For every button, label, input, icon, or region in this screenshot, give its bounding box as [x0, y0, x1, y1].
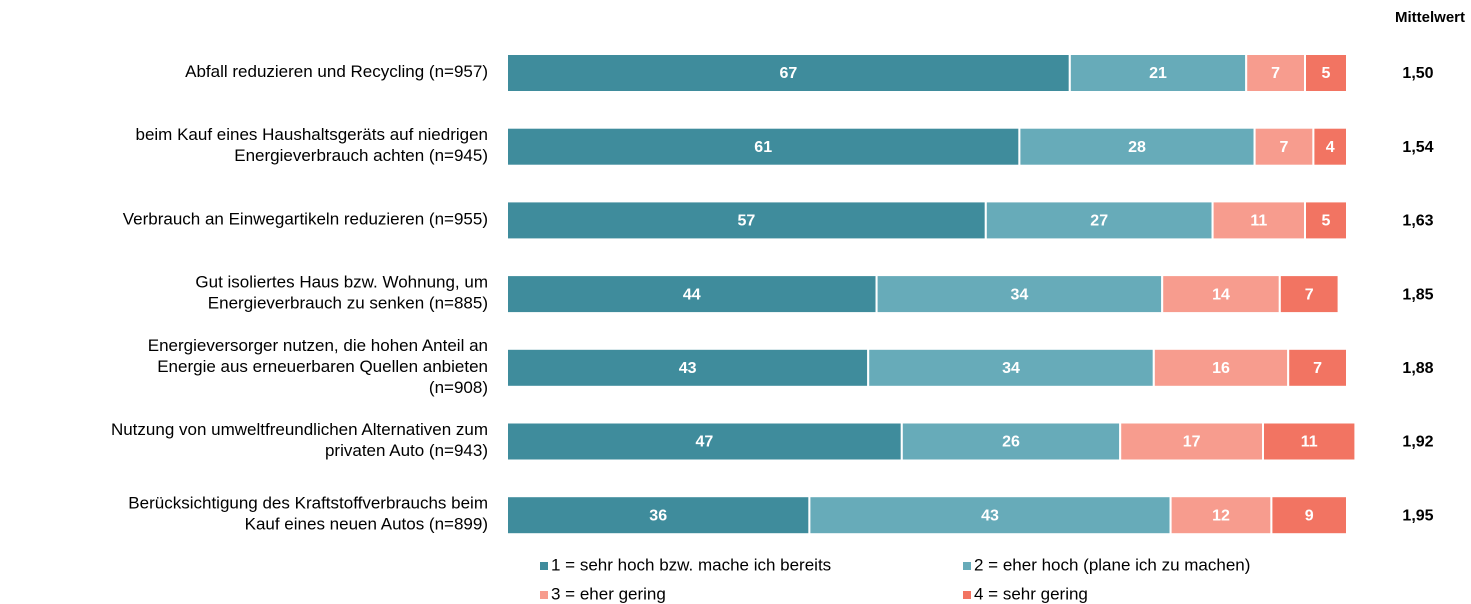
bar-segment [1262, 421, 1357, 462]
bar-segment [1312, 126, 1349, 167]
value-label: 7 [1305, 286, 1314, 303]
legend-label: 4 = sehr gering [974, 584, 1088, 603]
bar-segment [984, 200, 1214, 241]
bar-segment [506, 200, 987, 241]
bar-segment [1018, 126, 1256, 167]
bar-segment [1152, 347, 1290, 388]
value-label: 34 [1011, 286, 1029, 303]
legend-swatch [540, 562, 548, 570]
value-label: 26 [1002, 434, 1020, 451]
value-label: 43 [981, 507, 999, 524]
bar-segment [1169, 495, 1273, 536]
legend-label: 3 = eher gering [551, 584, 666, 603]
category-label: Nutzung von umweltfreundlichen Alternati… [111, 420, 488, 460]
value-label: 67 [780, 65, 798, 82]
bar-segment [506, 274, 878, 315]
bar-segment [506, 53, 1071, 93]
category-label: Abfall reduzieren und Recycling (n=957) [185, 62, 488, 81]
bar-segment [1278, 274, 1340, 315]
value-label: 14 [1212, 286, 1230, 303]
mean-label: 1,63 [1402, 213, 1433, 230]
value-label: 44 [683, 286, 701, 303]
value-label: 36 [649, 507, 667, 524]
value-label: 11 [1250, 213, 1267, 230]
bar-segment [1304, 200, 1348, 241]
bar-segment [1068, 53, 1248, 93]
legend-swatch [963, 562, 971, 570]
value-label: 28 [1128, 139, 1146, 156]
bar-segment [1253, 126, 1315, 167]
bar-segment [506, 421, 903, 462]
legend-swatch [540, 591, 548, 599]
value-label: 7 [1313, 360, 1322, 377]
bar-segment [506, 126, 1021, 167]
value-label: 5 [1322, 213, 1331, 230]
mean-label: 1,54 [1402, 139, 1433, 156]
value-label: 16 [1212, 360, 1230, 377]
bar-segment [1270, 495, 1349, 536]
value-label: 7 [1280, 139, 1289, 156]
value-label: 9 [1305, 507, 1314, 524]
mean-label: 1,50 [1402, 65, 1433, 82]
value-label: 5 [1322, 65, 1331, 82]
value-label: 43 [679, 360, 697, 377]
mean-title: Mittelwert [1395, 9, 1465, 26]
bar-segment [900, 421, 1122, 462]
value-label: 47 [696, 434, 714, 451]
bar-segment [506, 347, 870, 388]
category-label: Gut isoliertes Haus bzw. Wohnung, um Ener… [195, 273, 488, 313]
value-label: 7 [1271, 65, 1280, 82]
category-label: Berücksichtigung des Kraftstoffverbrauch… [128, 494, 488, 534]
mean-label: 1,95 [1402, 507, 1433, 524]
category-label: Energieversorger nutzen, die hohen Antei… [148, 336, 488, 397]
bar-segment [1287, 347, 1348, 388]
bar-segment [1304, 53, 1348, 93]
value-label: 57 [738, 213, 756, 230]
value-label: 61 [754, 139, 772, 156]
mean-label: 1,88 [1402, 360, 1433, 377]
legend-swatch [963, 591, 971, 599]
bar-segment [1119, 421, 1264, 462]
value-label: 34 [1002, 360, 1020, 377]
category-label: Verbrauch an Einwegartikeln reduzieren (… [123, 210, 488, 229]
value-label: 11 [1301, 434, 1318, 451]
value-label: 21 [1149, 65, 1167, 82]
bar-segment [875, 274, 1164, 315]
mean-label: 1,85 [1402, 286, 1433, 303]
mean-label: 1,92 [1402, 434, 1433, 451]
bar-segment [1245, 53, 1306, 93]
value-label: 12 [1212, 507, 1230, 524]
legend-label: 2 = eher hoch (plane ich zu machen) [974, 555, 1250, 574]
category-label: beim Kauf eines Haushaltsgeräts auf nied… [136, 126, 489, 166]
bar-segment [506, 495, 811, 536]
bar-segment [867, 347, 1155, 388]
legend-label: 1 = sehr hoch bzw. mache ich bereits [551, 555, 831, 574]
value-label: 4 [1326, 139, 1335, 156]
value-label: 17 [1183, 434, 1201, 451]
value-label: 27 [1090, 213, 1108, 230]
